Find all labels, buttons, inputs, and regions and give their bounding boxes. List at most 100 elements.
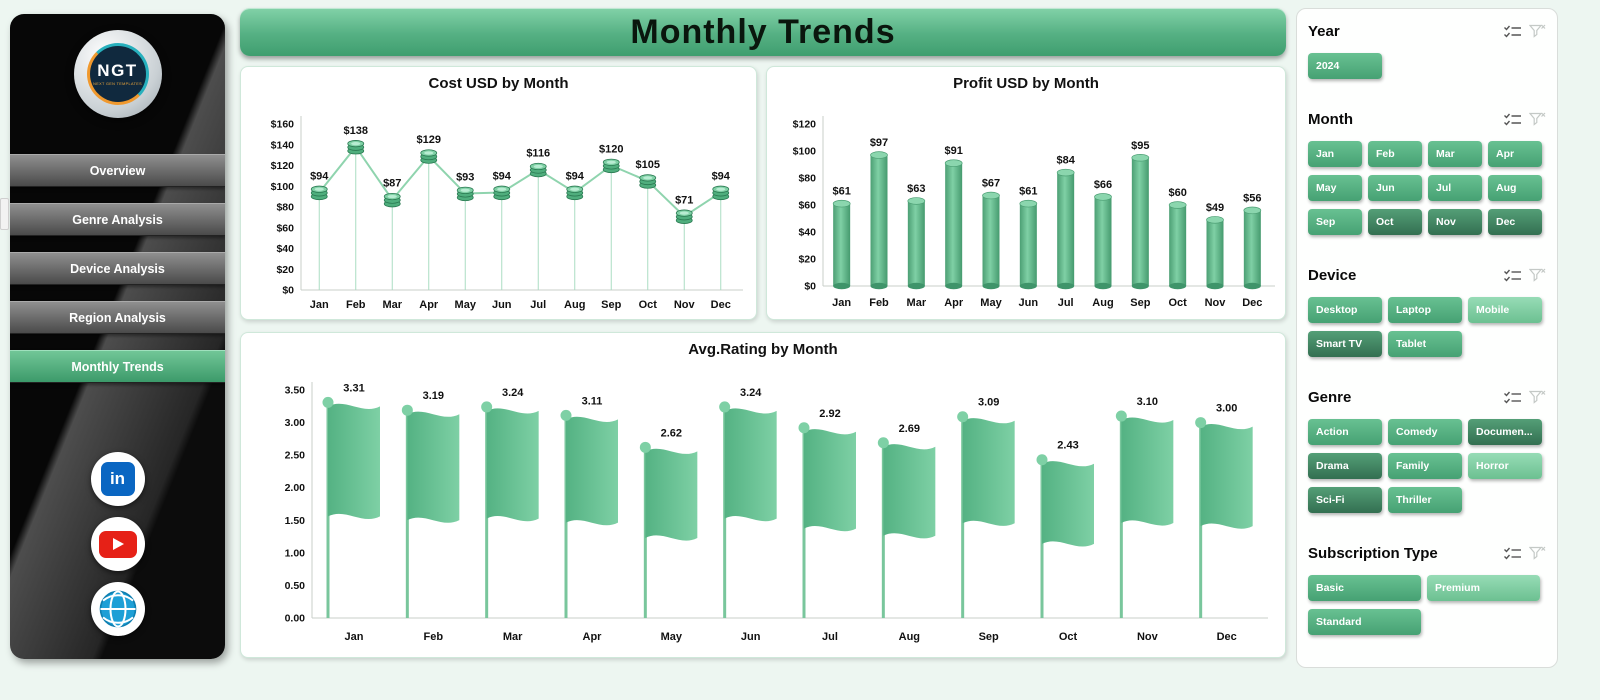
linkedin-icon: in [100, 462, 135, 496]
slicer-title-device: Device [1308, 266, 1357, 284]
chip-genre-sci-fi[interactable]: Sci-Fi [1308, 487, 1382, 513]
chip-genre-action[interactable]: Action [1308, 419, 1382, 445]
profit-chart-title: Profit USD by Month [953, 75, 1099, 92]
slicer-actions-genre [1503, 390, 1546, 405]
slicers: Year 2024 Month Jan Feb Mar Apr May Jun Jul Aug Sep… [1308, 21, 1546, 635]
slicer-actions-month [1503, 112, 1546, 127]
clear-filter-icon[interactable] [1529, 390, 1546, 405]
slicer-year: Year 2024 [1308, 21, 1546, 79]
svg-text:$40: $40 [798, 227, 816, 239]
chip-device-laptop[interactable]: Laptop [1388, 297, 1462, 323]
clear-filter-icon[interactable] [1529, 268, 1546, 283]
ngt-logo: NGT NEXT GEN TEMPLATES [73, 30, 162, 118]
slicer-device: Device Desktop Laptop Mobile Smart TV Tablet [1308, 265, 1546, 357]
chip-month-jan[interactable]: Jan [1308, 141, 1362, 167]
svg-text:Apr: Apr [944, 297, 964, 309]
svg-text:3.24: 3.24 [740, 387, 762, 399]
chip-month-feb[interactable]: Feb [1368, 141, 1422, 167]
svg-text:$94: $94 [565, 170, 584, 182]
sidebar-item-monthly-trends[interactable]: Monthly Trends [10, 350, 225, 383]
svg-text:$94: $94 [711, 170, 730, 182]
svg-text:Mar: Mar [503, 631, 523, 643]
chip-subscription-type-premium[interactable]: Premium [1427, 575, 1540, 601]
youtube-link[interactable] [90, 517, 145, 571]
chip-subscription-type-standard[interactable]: Standard [1308, 609, 1421, 635]
cost-usd-chart: $0 $20 $40 $60 $80 $100 $120 $140 $160 $94 Jan $138… [270, 116, 743, 311]
svg-text:$95: $95 [1131, 140, 1149, 152]
chip-genre-documen[interactable]: Documen... [1468, 419, 1542, 445]
svg-text:$67: $67 [982, 178, 1000, 190]
sidebar-item-region-analysis[interactable]: Region Analysis [10, 301, 225, 334]
svg-text:Sep: Sep [601, 299, 621, 311]
chip-month-apr[interactable]: Apr [1488, 141, 1542, 167]
chip-month-mar[interactable]: Mar [1428, 141, 1482, 167]
chip-month-jun[interactable]: Jun [1368, 175, 1422, 201]
profit-chart-panel: Profit USD by Month $0 $20 $40 $60 $80 $100 $1… [766, 66, 1286, 320]
clear-filter-icon[interactable] [1529, 112, 1546, 127]
avg-rating-chart: 0.00 0.50 1.00 1.50 2.00 2.50 3.00 3.50 3.31 Jan 3… [285, 382, 1268, 643]
website-link[interactable] [90, 582, 145, 636]
slicer-title-year: Year [1308, 22, 1340, 40]
chip-month-sep[interactable]: Sep [1308, 209, 1362, 235]
chip-genre-drama[interactable]: Drama [1308, 453, 1382, 479]
chip-genre-family[interactable]: Family [1388, 453, 1462, 479]
sidebar-item-device-analysis[interactable]: Device Analysis [10, 252, 225, 285]
select-multiple-icon[interactable] [1503, 24, 1522, 39]
svg-text:$56: $56 [1243, 192, 1261, 204]
select-multiple-icon[interactable] [1503, 268, 1522, 283]
svg-text:Oct: Oct [638, 299, 657, 311]
select-multiple-icon[interactable] [1503, 546, 1522, 561]
chip-month-oct[interactable]: Oct [1368, 209, 1422, 235]
chip-month-aug[interactable]: Aug [1488, 175, 1542, 201]
chip-month-dec[interactable]: Dec [1488, 209, 1542, 235]
chip-year-2024[interactable]: 2024 [1308, 53, 1382, 79]
clear-filter-icon[interactable] [1529, 546, 1546, 561]
chip-device-tablet[interactable]: Tablet [1388, 331, 1462, 357]
svg-text:$60: $60 [276, 222, 294, 234]
chip-month-jul[interactable]: Jul [1428, 175, 1482, 201]
chip-genre-thriller[interactable]: Thriller [1388, 487, 1462, 513]
sidebar-item-genre-analysis[interactable]: Genre Analysis [10, 203, 225, 236]
svg-text:1.00: 1.00 [285, 547, 306, 559]
chip-genre-comedy[interactable]: Comedy [1388, 419, 1462, 445]
linkedin-link[interactable]: in [90, 452, 145, 506]
slicer-subscription-type: Subscription Type Basic Premium Standard [1308, 543, 1546, 635]
sidebar-collapse-handle[interactable] [0, 198, 9, 230]
svg-text:Jun: Jun [741, 631, 761, 643]
svg-text:Dec: Dec [710, 299, 730, 311]
svg-text:Aug: Aug [1092, 297, 1113, 309]
svg-text:2.92: 2.92 [819, 408, 840, 420]
svg-text:Aug: Aug [899, 631, 920, 643]
svg-text:$120: $120 [793, 119, 817, 131]
select-multiple-icon[interactable] [1503, 112, 1522, 127]
svg-text:$94: $94 [310, 170, 329, 182]
svg-text:Mar: Mar [382, 299, 402, 311]
chip-month-nov[interactable]: Nov [1428, 209, 1482, 235]
svg-text:$66: $66 [1094, 179, 1112, 191]
youtube-icon [98, 530, 137, 558]
sidebar: NGT NEXT GEN TEMPLATES Overview Genre Ana… [10, 14, 225, 659]
chip-device-desktop[interactable]: Desktop [1308, 297, 1382, 323]
svg-text:$71: $71 [675, 194, 693, 206]
svg-text:$91: $91 [944, 145, 962, 157]
select-multiple-icon[interactable] [1503, 390, 1522, 405]
clear-filter-icon[interactable] [1529, 24, 1546, 39]
svg-text:3.09: 3.09 [978, 397, 999, 409]
chip-month-may[interactable]: May [1308, 175, 1362, 201]
sidebar-item-overview[interactable]: Overview [10, 154, 225, 187]
svg-text:$49: $49 [1206, 202, 1224, 214]
svg-text:$140: $140 [270, 139, 294, 151]
svg-text:Jan: Jan [832, 297, 851, 309]
chip-subscription-type-basic[interactable]: Basic [1308, 575, 1421, 601]
rating-chart-panel: Avg.Rating by Month 0.00 0.50 1.00 1.50 2.00… [240, 332, 1286, 658]
svg-text:$63: $63 [907, 183, 925, 195]
svg-text:$116: $116 [526, 148, 550, 160]
svg-text:3.11: 3.11 [582, 395, 603, 407]
chip-device-smart-tv[interactable]: Smart TV [1308, 331, 1382, 357]
slicer-actions-year [1503, 24, 1546, 39]
globe-icon [99, 590, 136, 628]
slicer-actions-subscription-type [1503, 546, 1546, 561]
chip-genre-horror[interactable]: Horror [1468, 453, 1542, 479]
chip-device-mobile[interactable]: Mobile [1468, 297, 1542, 323]
